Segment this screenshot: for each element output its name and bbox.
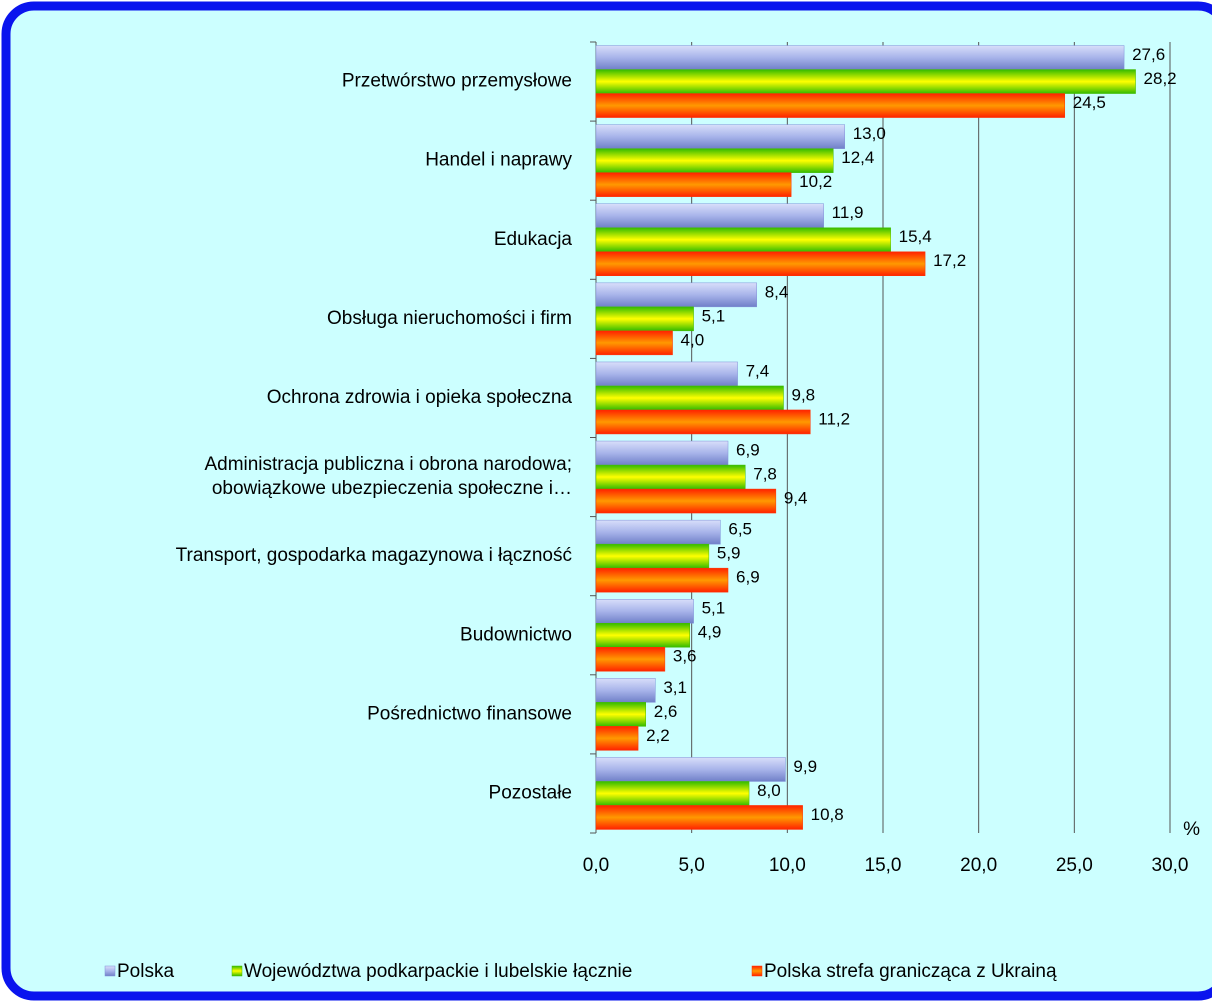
data-label: 9,4 (784, 489, 808, 508)
bar (595, 45, 1125, 70)
data-label: 9,9 (793, 757, 817, 776)
data-label: 8,0 (757, 781, 781, 800)
bar (595, 148, 834, 173)
data-label: 5,1 (702, 599, 726, 618)
bar (595, 385, 784, 411)
bar (595, 306, 694, 332)
data-label: 6,9 (736, 568, 760, 587)
bar (595, 726, 639, 751)
bar (595, 409, 811, 435)
x-tick-label: 30,0 (1152, 855, 1189, 876)
data-label: 3,6 (673, 647, 697, 666)
data-label: 15,4 (899, 227, 932, 246)
bar (595, 488, 777, 514)
data-label: 4,0 (681, 330, 705, 349)
bar (595, 805, 803, 830)
data-label: 10,2 (799, 172, 832, 191)
data-label: 5,1 (702, 306, 726, 325)
data-label: 3,1 (663, 678, 687, 697)
data-label: 11,9 (832, 203, 864, 222)
bar (595, 567, 729, 593)
data-label: 2,2 (646, 726, 670, 745)
y-tick-label: Ochrona zdrowia i opieka społeczna (267, 387, 573, 408)
bar (595, 678, 656, 703)
data-label: 6,5 (728, 520, 752, 539)
y-tick-label: Handel i naprawy (425, 150, 572, 171)
bar (595, 781, 750, 806)
x-unit: % (1183, 819, 1200, 840)
data-label: 28,2 (1144, 69, 1177, 88)
x-tick-label: 0,0 (583, 855, 609, 876)
bar (595, 757, 786, 782)
bar (595, 227, 891, 252)
legend-marker (751, 965, 763, 977)
legend-label: Województwa podkarpackie i lubelskie łąc… (244, 961, 632, 982)
y-tick-label: Budownictwo (460, 624, 572, 645)
y-tick-label: Przetwórstwo przemysłowe (342, 71, 572, 92)
bar (595, 440, 729, 466)
bar (595, 203, 824, 228)
data-label: 24,5 (1073, 93, 1106, 112)
bar (595, 361, 738, 387)
bar (595, 702, 646, 727)
bar (595, 330, 673, 356)
x-tick-label: 20,0 (960, 855, 997, 876)
y-tick-label: Obsługa nieruchomości i firm (327, 308, 572, 329)
bar (595, 93, 1066, 118)
bar (595, 69, 1136, 94)
bar (595, 251, 926, 276)
x-tick-label: 10,0 (769, 855, 806, 876)
x-tick-label: 25,0 (1056, 855, 1093, 876)
bar (595, 519, 721, 545)
data-label: 6,9 (736, 441, 760, 460)
data-label: 5,9 (717, 544, 741, 563)
legend-label: Polska strefa granicząca z Ukrainą (764, 961, 1057, 982)
y-tick-label: Pozostałe (489, 782, 572, 803)
data-label: 12,4 (841, 148, 874, 167)
y-tick-label: Administracja publiczna i obrona narodow… (204, 454, 572, 499)
bar (595, 647, 666, 672)
data-label: 10,8 (811, 805, 844, 824)
data-label: 7,8 (753, 465, 777, 484)
legend-marker (104, 965, 116, 977)
y-tick-label: Transport, gospodarka magazynowa i łączn… (176, 545, 572, 566)
data-label: 17,2 (933, 251, 966, 270)
data-label: 4,9 (698, 623, 722, 642)
data-label: 9,8 (792, 385, 816, 404)
bar (595, 623, 691, 648)
data-label: 7,4 (746, 361, 770, 380)
bar (595, 543, 710, 569)
legend-label: Polska (117, 961, 174, 982)
bar (595, 172, 792, 197)
data-label: 8,4 (765, 282, 789, 301)
data-label: 27,6 (1132, 45, 1165, 64)
bar (595, 282, 757, 308)
y-tick-label: Pośrednictwo finansowe (367, 703, 572, 724)
x-tick-label: 5,0 (678, 855, 704, 876)
bar (595, 124, 845, 149)
y-tick-label: Edukacja (494, 229, 573, 250)
legend-marker (231, 965, 243, 977)
bar (595, 599, 694, 624)
data-label: 11,2 (818, 409, 850, 428)
bar (595, 464, 746, 490)
data-label: 2,6 (654, 702, 678, 721)
data-label: 13,0 (853, 124, 886, 143)
x-tick-label: 15,0 (865, 855, 902, 876)
